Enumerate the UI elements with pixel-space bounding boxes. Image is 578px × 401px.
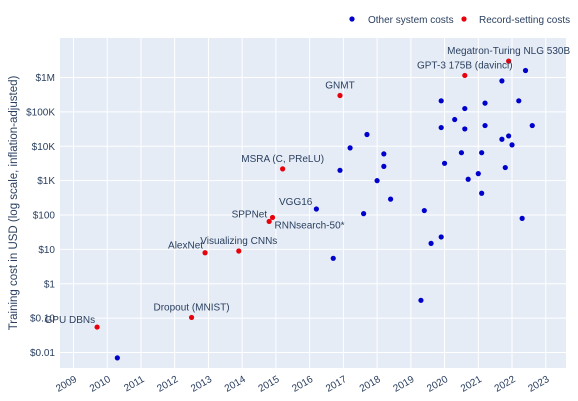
point-other[interactable]	[516, 98, 522, 104]
point-other[interactable]	[509, 142, 515, 148]
point-other[interactable]	[479, 190, 485, 196]
point-record[interactable]	[202, 250, 208, 256]
point-other[interactable]	[462, 126, 468, 132]
y-tick-label: $100K	[26, 107, 55, 118]
data-label: GPU DBNs	[45, 315, 96, 326]
data-label: RNNsearch-50*	[275, 220, 345, 231]
legend-marker-record	[461, 16, 467, 22]
y-tick-label: $1K	[37, 176, 55, 187]
point-other[interactable]	[361, 211, 367, 217]
point-record[interactable]	[337, 92, 343, 99]
y-axis-ticks: $0.01 $0.10 $1 $10 $100 $1K $10K $100K $1M	[26, 73, 55, 359]
legend-item-record[interactable]: Record-setting costs	[479, 15, 570, 26]
y-tick-label: $0.10	[30, 314, 55, 325]
point-other[interactable]	[522, 67, 529, 74]
x-tick-label: 2013	[189, 374, 214, 395]
point-other[interactable]	[387, 196, 394, 202]
data-label: AlexNet	[168, 241, 203, 252]
legend-item-other[interactable]: Other system costs	[368, 15, 454, 26]
data-label-vgg16: VGG16	[279, 197, 313, 208]
y-tick-label: $10K	[32, 142, 56, 153]
data-label: GNMT	[325, 81, 354, 92]
point-other[interactable]	[452, 116, 458, 123]
legend-marker-other	[349, 16, 355, 22]
point-other[interactable]	[374, 178, 380, 184]
x-tick-label: 2022	[493, 374, 518, 395]
point-other[interactable]	[465, 176, 471, 182]
point-record[interactable]	[269, 214, 276, 221]
point-other[interactable]	[502, 164, 508, 171]
point-other[interactable]	[428, 240, 434, 246]
x-tick-label: 2019	[392, 374, 417, 395]
point-other[interactable]	[529, 122, 535, 129]
x-tick-label: 2012	[155, 374, 180, 395]
y-tick-label: $1	[44, 279, 56, 290]
point-record[interactable]	[188, 314, 195, 321]
point-record[interactable]	[506, 58, 512, 64]
point-record[interactable]	[266, 218, 272, 225]
y-tick-label: $0.01	[30, 348, 55, 359]
grid	[60, 38, 566, 368]
point-other[interactable]	[381, 163, 387, 169]
x-tick-label: 2015	[257, 374, 282, 395]
point-other[interactable]	[475, 171, 481, 177]
point-other[interactable]	[114, 355, 120, 361]
data-labels: GPU DBNs Dropout (MNIST) AlexNetVisualizin…	[45, 46, 571, 326]
point-other[interactable]	[418, 297, 424, 303]
point-other[interactable]	[458, 150, 465, 156]
point-record[interactable]	[280, 166, 286, 172]
data-label: Megatron-Turing NLG 530B	[447, 46, 570, 57]
data-label: GPT-3 175B (davinci)	[417, 60, 513, 71]
x-tick-label: 2017	[324, 374, 349, 395]
point-record[interactable]	[94, 324, 100, 330]
data-label: MSRA (C, PReLU)	[241, 154, 324, 165]
point-other[interactable]	[438, 124, 444, 131]
data-points	[94, 58, 535, 361]
x-tick-label: 2020	[425, 374, 450, 395]
data-label: Visualizing CNNs	[200, 236, 277, 247]
point-other[interactable]	[313, 206, 319, 212]
data-label: Dropout (MNIST)	[153, 302, 229, 313]
x-tick-label: 2018	[358, 374, 383, 395]
point-other[interactable]	[482, 100, 488, 106]
x-tick-label: 2014	[223, 374, 248, 395]
y-tick-label: $1M	[36, 73, 55, 84]
x-tick-label: 2016	[290, 374, 315, 395]
data-label: SPPNet	[232, 209, 268, 220]
point-other[interactable]	[337, 167, 343, 173]
point-other[interactable]	[330, 255, 336, 261]
x-tick-label: 2010	[88, 374, 113, 395]
y-axis-title: Training cost in USD (log scale, inflati…	[8, 76, 20, 331]
point-other[interactable]	[499, 136, 505, 142]
y-tick-label: $100	[33, 211, 56, 222]
point-other[interactable]	[438, 234, 444, 240]
y-tick-label: $10	[38, 245, 55, 256]
x-tick-label: 2023	[526, 374, 551, 395]
point-other[interactable]	[519, 215, 525, 221]
point-other[interactable]	[347, 145, 353, 151]
point-other[interactable]	[479, 150, 485, 156]
point-other[interactable]	[441, 160, 448, 166]
x-tick-label: 2011	[122, 374, 147, 394]
point-record[interactable]	[236, 248, 242, 254]
x-tick-label: 2009	[54, 374, 79, 395]
point-other[interactable]	[381, 151, 387, 157]
x-tick-label: 2021	[459, 374, 484, 395]
point-other[interactable]	[364, 131, 370, 138]
point-other[interactable]	[438, 98, 444, 104]
point-other[interactable]	[482, 122, 488, 129]
point-other[interactable]	[499, 78, 505, 84]
point-other[interactable]	[462, 105, 468, 112]
plot-area	[60, 38, 566, 368]
x-axis-ticks: 2009 2010 2011 2012 2013 2014 2015 2016 2017 2018…	[54, 374, 551, 395]
point-record[interactable]	[462, 72, 468, 79]
point-other[interactable]	[506, 133, 512, 139]
point-other[interactable]	[421, 207, 427, 214]
legend: Other system costs Record-setting costs	[349, 15, 570, 26]
